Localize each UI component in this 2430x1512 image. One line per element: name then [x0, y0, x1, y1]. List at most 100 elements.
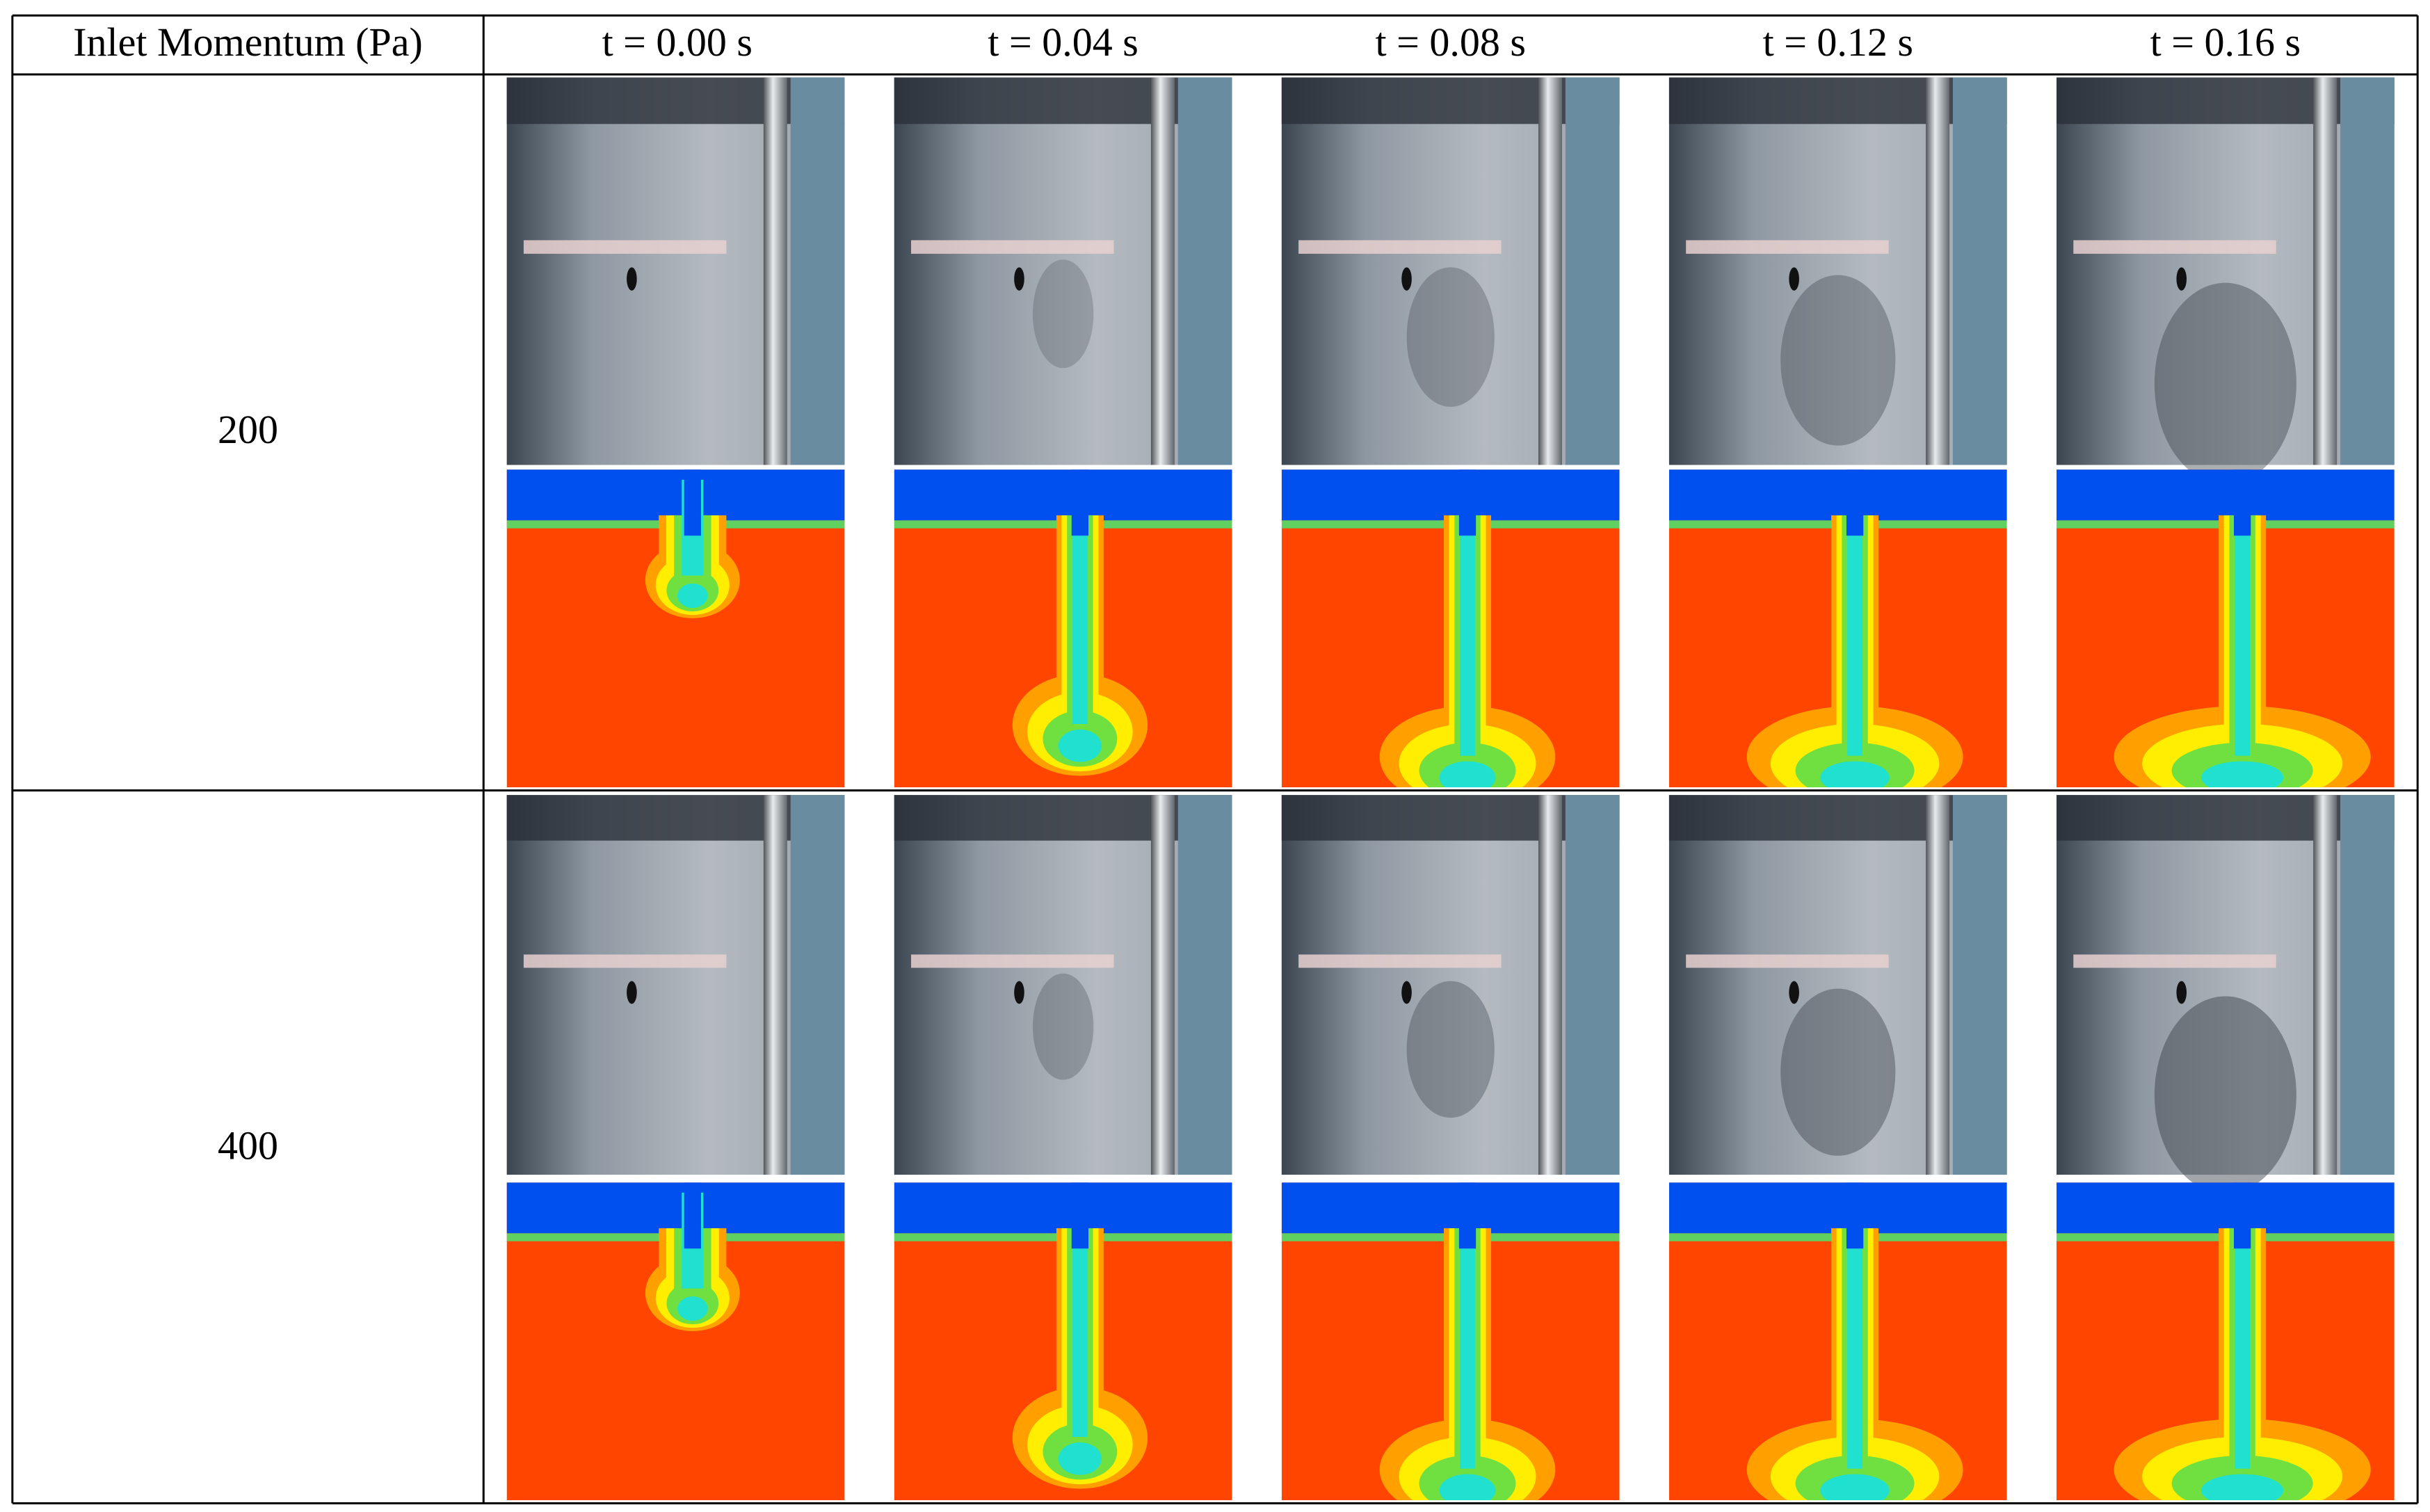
sim-stem	[2235, 479, 2251, 756]
photo-bg	[506, 795, 845, 1175]
experiment-photo	[506, 77, 845, 465]
simulation-plot	[2056, 1182, 2395, 1501]
photo-streak	[1686, 240, 1889, 254]
photo-rod	[1150, 77, 1175, 465]
photo-streak	[911, 954, 1114, 968]
photo-probe	[2176, 267, 2187, 291]
sim-stem	[1072, 1192, 1088, 1438]
sim-foot	[1439, 761, 1496, 787]
photo-streak	[2073, 240, 2276, 254]
sim-gas	[506, 1182, 845, 1234]
sim-core	[1071, 1182, 1089, 1249]
photo-plume	[2154, 996, 2296, 1194]
photo-right-strip	[1952, 795, 2007, 1175]
photo-probe	[627, 267, 637, 291]
photo-bg	[1281, 77, 1620, 465]
photo-top-shadow	[506, 77, 845, 124]
sim-gas	[1281, 469, 1620, 521]
photo-right-strip	[1565, 77, 1620, 465]
header-cell: Inlet Momentum (Pa)	[73, 19, 423, 65]
photo-right-strip	[1177, 795, 1232, 1175]
sim-gas	[1668, 469, 2007, 521]
header-cell: t = 0.08 s	[1376, 19, 1526, 65]
sim-stem	[1460, 479, 1475, 756]
photo-right-strip	[1565, 795, 1620, 1175]
simulation-plot	[506, 1182, 845, 1501]
photo-bg	[1281, 795, 1620, 1175]
experiment-photo	[1281, 795, 1620, 1175]
sim-stem	[1460, 1192, 1475, 1469]
photo-probe	[1789, 267, 1799, 291]
sim-core	[1458, 469, 1476, 536]
sim-foot	[2201, 761, 2284, 787]
photo-top-shadow	[1281, 77, 1620, 124]
sim-core	[1846, 469, 1864, 536]
photo-plume	[1406, 267, 1495, 407]
sim-core	[1846, 1182, 1864, 1249]
row-label: 200	[218, 407, 278, 452]
header-cell: t = 0.00 s	[602, 19, 753, 65]
photo-right-strip	[2340, 795, 2395, 1175]
sim-foot	[1439, 1474, 1496, 1501]
simulation-plot	[1668, 469, 2007, 787]
sim-gas	[1668, 1182, 2007, 1234]
sim-stem	[1847, 479, 1862, 756]
experiment-photo	[1281, 77, 1620, 465]
photo-bg	[1668, 795, 2007, 1175]
photo-rod	[1538, 77, 1563, 465]
photo-bg	[2056, 795, 2395, 1175]
simulation-plot	[2056, 469, 2395, 787]
photo-top-shadow	[894, 795, 1232, 841]
photo-rod	[1926, 795, 1950, 1175]
photo-right-strip	[790, 795, 845, 1175]
sim-gas	[894, 1182, 1232, 1234]
simulation-plot	[894, 1182, 1232, 1501]
sim-gas	[894, 469, 1232, 521]
sim-stem	[2235, 1192, 2251, 1469]
sim-foot	[2201, 1474, 2284, 1501]
photo-probe	[1014, 267, 1024, 291]
photo-top-shadow	[2056, 795, 2395, 841]
photo-streak	[523, 240, 727, 254]
photo-top-shadow	[2056, 77, 2395, 124]
photo-bg	[894, 77, 1232, 465]
photo-right-strip	[1177, 77, 1232, 465]
sim-gas	[2056, 1182, 2395, 1234]
sim-foot	[1820, 1474, 1890, 1501]
photo-probe	[2176, 981, 2187, 1004]
photo-probe	[627, 981, 637, 1004]
experiment-photo	[1668, 77, 2007, 465]
simulation-plot	[894, 469, 1232, 787]
sim-foot	[1820, 761, 1890, 787]
sim-gas	[506, 469, 845, 521]
photo-rod	[763, 77, 787, 465]
sim-gas	[1281, 1182, 1620, 1234]
sim-core	[2234, 469, 2251, 536]
header-cell: t = 0.16 s	[2150, 19, 2301, 65]
photo-bg	[506, 77, 845, 465]
photo-streak	[911, 240, 1114, 254]
sim-foot	[1058, 729, 1102, 762]
photo-top-shadow	[894, 77, 1232, 124]
photo-bg	[894, 795, 1232, 1175]
photo-plume	[1780, 988, 1896, 1156]
photo-probe	[1401, 981, 1412, 1004]
photo-top-shadow	[1668, 77, 2007, 124]
experiment-photo	[2056, 795, 2395, 1194]
photo-plume	[1780, 275, 1896, 446]
sim-core	[684, 1182, 701, 1249]
sim-core	[2234, 1182, 2251, 1249]
photo-plume	[2154, 282, 2296, 485]
sim-stem	[1847, 1192, 1862, 1469]
photo-plume	[1406, 981, 1495, 1118]
sim-foot	[1058, 1442, 1102, 1475]
header-cell: t = 0.12 s	[1763, 19, 1913, 65]
photo-top-shadow	[506, 795, 845, 841]
experiment-photo	[894, 795, 1232, 1175]
photo-streak	[2073, 954, 2276, 968]
photo-streak	[1298, 240, 1502, 254]
simulation-plot	[1668, 1182, 2007, 1501]
photo-right-strip	[1952, 77, 2007, 465]
photo-top-shadow	[1281, 795, 1620, 841]
